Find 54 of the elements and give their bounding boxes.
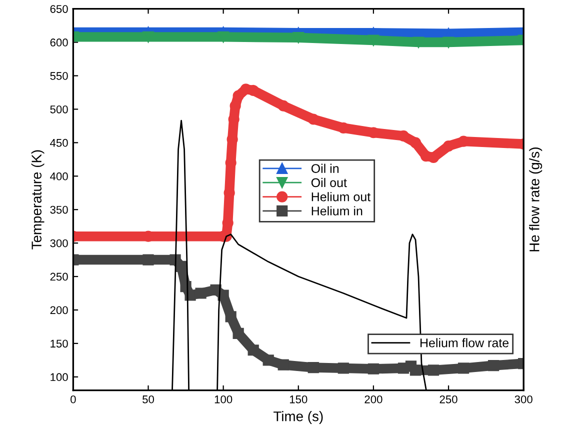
point	[278, 359, 289, 370]
point	[218, 31, 229, 42]
point	[232, 90, 244, 102]
legend-label: Helium out	[312, 192, 371, 202]
y-tick-label: 150	[50, 340, 68, 348]
x-tick-label: 0	[70, 395, 76, 404]
x-tick-label: 200	[364, 395, 382, 404]
y-tick-label: 650	[50, 5, 68, 13]
point	[410, 364, 422, 376]
legend-label: Oil out	[311, 178, 347, 188]
point	[488, 360, 500, 372]
point	[308, 114, 319, 125]
point	[176, 260, 187, 272]
point	[308, 362, 319, 374]
point	[232, 328, 244, 339]
point	[278, 100, 289, 112]
x-tick-label: 150	[290, 395, 308, 404]
x-tick-label: 50	[142, 395, 154, 404]
x-tick-label: 250	[440, 395, 458, 404]
point	[248, 344, 259, 356]
y-tick-label: 500	[50, 105, 68, 114]
legend-label: Helium flow rate	[420, 338, 509, 348]
y2-axis-title: He flow rate (g/s)	[529, 148, 542, 252]
point	[338, 122, 349, 134]
point	[368, 34, 380, 46]
y-tick-label: 100	[50, 373, 68, 382]
y-tick-label: 350	[50, 206, 68, 214]
point	[428, 364, 440, 376]
legend-label: Helium in	[312, 206, 362, 216]
y-tick-label: 250	[50, 272, 68, 281]
point	[292, 32, 304, 44]
x-axis-title: Time (s)	[274, 411, 323, 424]
point	[442, 36, 454, 48]
point	[442, 140, 454, 152]
point	[338, 362, 349, 374]
point	[225, 311, 236, 322]
point	[458, 362, 470, 374]
y-tick-label: 200	[50, 306, 68, 314]
point	[412, 36, 424, 48]
y-tick-label: 300	[50, 239, 68, 248]
legend-label: Oil in	[311, 164, 339, 173]
point	[195, 288, 206, 299]
x-tick-label: 100	[214, 395, 232, 404]
point	[142, 254, 154, 266]
point	[368, 363, 380, 374]
y-axis-title: Temperature (K)	[31, 150, 44, 250]
y-tick-label: 400	[50, 172, 68, 180]
point	[262, 354, 274, 366]
point	[142, 31, 154, 42]
x-tick-label: 300	[514, 395, 532, 404]
y-tick-label: 450	[50, 138, 68, 147]
y-tick-label: 600	[50, 38, 68, 46]
point	[410, 137, 422, 148]
y-tick-label: 550	[50, 72, 68, 80]
